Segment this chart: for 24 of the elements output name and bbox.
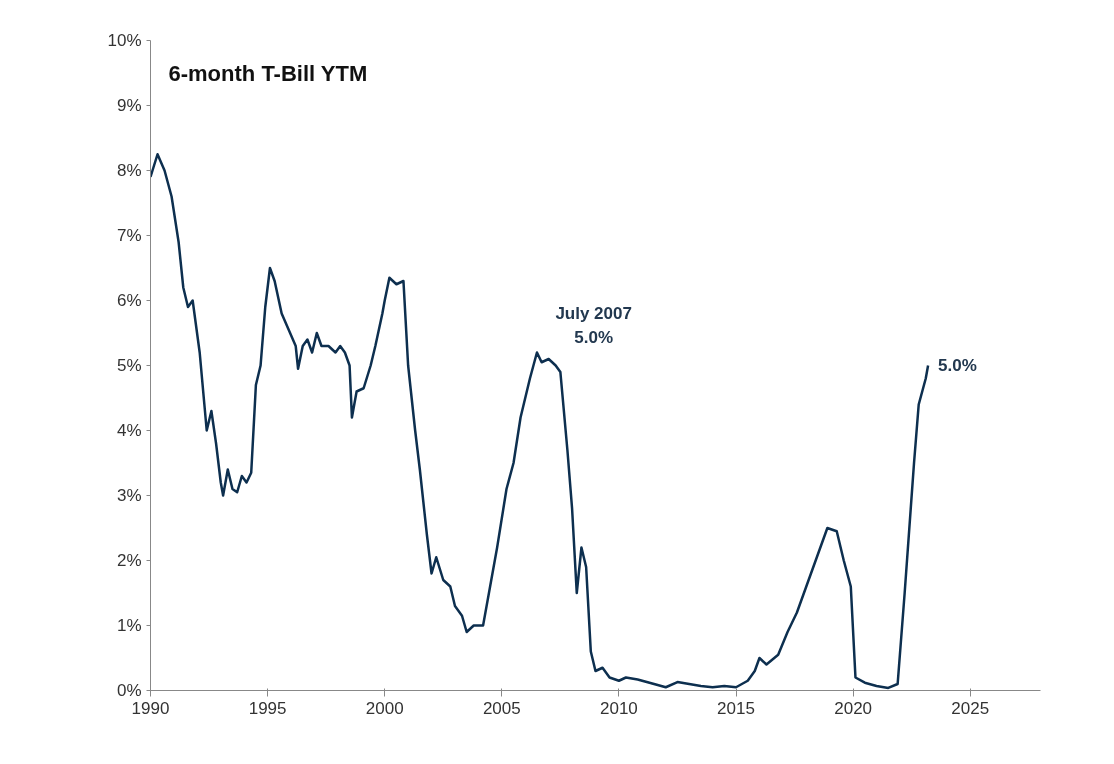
y-tick-label: 5%	[116, 356, 142, 375]
y-tick-label: 9%	[116, 96, 142, 115]
x-tick-label: 2020	[834, 698, 873, 718]
x-tick-label: 1995	[248, 698, 287, 718]
annotation: 5.0%	[938, 356, 977, 375]
line-series	[150, 153, 930, 690]
x-tick-label: 2005	[482, 698, 521, 718]
y-tick-label: 7%	[116, 226, 142, 245]
x-tick-label: 2000	[365, 698, 404, 718]
y-tick-label: 1%	[116, 616, 142, 635]
y-tick-label: 4%	[116, 421, 142, 440]
y-tick-label: 3%	[116, 486, 142, 505]
y-tick-label: 8%	[116, 161, 142, 180]
annotation: July 2007	[555, 303, 632, 323]
text: 6-month T-Bill YTM	[168, 60, 368, 86]
x-tick-label: 2010	[600, 698, 638, 718]
x-tick-label: 2015	[717, 698, 755, 718]
x-tick-label: 2025	[951, 698, 990, 718]
y-tick-label: 0%	[116, 681, 142, 700]
y-tick-label: 6%	[116, 291, 142, 310]
annotation: 5.0%	[574, 327, 614, 347]
y-tick-label: 2%	[116, 551, 142, 570]
x-tick-label: 1990	[131, 698, 170, 718]
y-tick-label: 10%	[107, 31, 142, 50]
